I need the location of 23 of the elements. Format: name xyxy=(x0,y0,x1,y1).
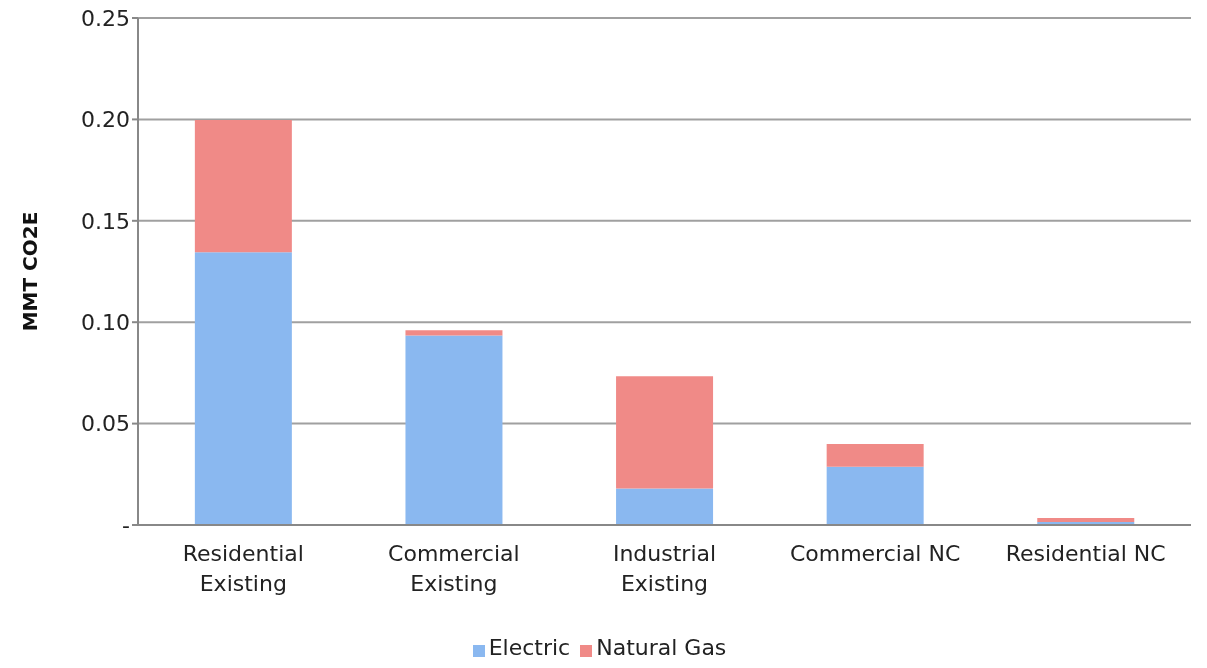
bar xyxy=(616,376,714,489)
bar xyxy=(826,466,924,525)
x-tick-label: Industrial Existing xyxy=(612,541,717,596)
y-tick-label: 0.20 xyxy=(81,107,130,133)
y-tick-label: 0.25 xyxy=(81,5,130,31)
bar xyxy=(826,443,924,467)
y-tick-label: - xyxy=(122,512,130,538)
y-tick-label: 0.15 xyxy=(81,208,130,234)
bar xyxy=(1037,517,1135,522)
bar xyxy=(194,252,292,525)
legend-label: Electric xyxy=(488,635,571,660)
bar xyxy=(616,488,714,525)
x-tick-label: Commercial Existing xyxy=(388,541,520,596)
x-tick-label: Residential Existing xyxy=(182,541,304,596)
y-axis-title: MMT CO2E xyxy=(18,211,43,332)
y-tick-label: 0.10 xyxy=(81,310,130,336)
x-tick-label: Commercial NC xyxy=(789,541,961,566)
legend-label: Natural Gas xyxy=(596,635,727,660)
bar xyxy=(405,330,503,336)
bar xyxy=(405,335,503,525)
y-tick-label: 0.05 xyxy=(81,411,130,437)
x-tick-label: Residential NC xyxy=(1005,541,1166,566)
bar xyxy=(194,120,292,253)
